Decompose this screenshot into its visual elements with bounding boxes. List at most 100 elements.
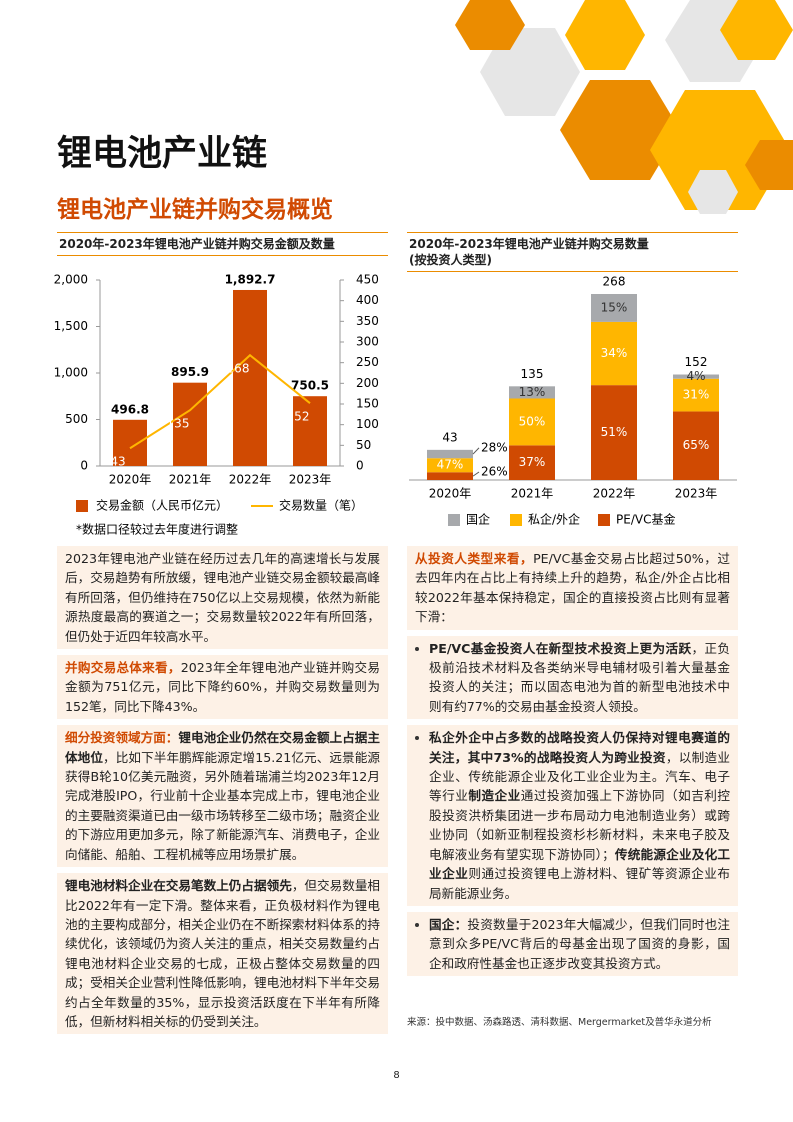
text-run: 锂电池企业仍然在交易金额上占据主体地位: [65, 730, 381, 765]
section-title: 锂电池产业链并购交易概览: [57, 197, 333, 223]
text-run: 并购交易总体来看，: [65, 660, 181, 676]
y2-tick-label: 300: [356, 335, 379, 349]
segment-label: 28%: [481, 440, 508, 454]
y-tick-label: 0: [80, 459, 88, 473]
paragraph: 从投资人类型来看，PE/VC基金交易占比超过50%，过去四年内在占比上有持续上升…: [407, 546, 738, 630]
text-run: PE/VC基金交易占比超过50%，过去四年内在占比上有持续上升的趋势，私企/外企…: [415, 551, 730, 625]
bullet-list: PE/VC基金投资人在新型技术投资上更为活跃，正负极前沿技术材料及各类纳米导电辅…: [407, 635, 738, 977]
hexagon: [745, 140, 793, 190]
legend-swatch: [448, 514, 460, 526]
y2-tick-label: 50: [356, 438, 371, 452]
line-series: [129, 353, 311, 450]
text-run: ，但交易数量相比2022年有一定下滑。整体来看，正负极材料作为锂电池的主要构成部…: [65, 878, 381, 1029]
text-run: 制造企业: [468, 788, 521, 804]
total-label: 135: [521, 367, 544, 381]
y2-tick-label: 100: [356, 417, 379, 431]
bar-segment: [673, 378, 719, 412]
text-run: 2023年全年锂电池产业链并购交易金额为751亿元，同比下降约60%，并购交易数…: [65, 660, 380, 714]
legend-label: PE/VC基金: [616, 512, 675, 527]
bar-segment: [427, 458, 473, 473]
bar-segment: [427, 449, 473, 459]
text-run: 私企外企中占多数的战略投资人仍保持对锂电赛道的关注，其中73%的战略投资人为跨业…: [429, 730, 730, 765]
chart-subtitle: (按投资人类型): [409, 253, 492, 267]
y2-tick-label: 350: [356, 314, 379, 328]
bar-segment: [591, 385, 637, 480]
total-label: 43: [442, 431, 457, 445]
segment-label: 47%: [437, 458, 464, 472]
segment-label: 4%: [686, 369, 705, 383]
paragraph: 2023年锂电池产业链在经历过去几年的高速增长与发展后，交易趋势有所放缓，锂电池…: [57, 546, 388, 650]
segment-label: 51%: [601, 425, 628, 439]
bar: [233, 289, 267, 466]
line-value-label: 43: [110, 455, 125, 469]
segment-label: 13%: [519, 385, 546, 399]
bullet-item: 私企外企中占多数的战略投资人仍保持对锂电赛道的关注，其中73%的战略投资人为跨业…: [407, 725, 738, 906]
bar-segment: [673, 411, 719, 480]
segment-label: 34%: [601, 346, 628, 360]
segment-label: 37%: [519, 455, 546, 469]
line-value-label: 152: [287, 410, 310, 424]
bar-segment: [427, 472, 473, 480]
x-tick-label: 2021年: [169, 473, 212, 487]
x-tick-label: 2020年: [429, 487, 472, 501]
text-run: 投资数量于2023年大幅减少，但我们同时也注意到众多PE/VC背后的母基金出现了…: [429, 916, 730, 971]
hexagon: [455, 0, 525, 50]
right-column: 从投资人类型来看，PE/VC基金交易占比超过50%，过去四年内在占比上有持续上升…: [407, 546, 738, 982]
legend-swatch: [598, 514, 610, 526]
hexagon: [720, 0, 793, 60]
text-run: ，比如下半年鹏辉能源定增15.21亿元、远景能源获得B轮10亿美元融资，另外随着…: [65, 749, 381, 862]
y-tick-label: 1,000: [54, 366, 88, 380]
total-label: 152: [685, 355, 708, 369]
y-tick-label: 2,000: [54, 273, 88, 287]
segment-label: 26%: [481, 465, 508, 479]
total-label: 268: [603, 275, 626, 289]
paragraph: 细分投资领域方面：锂电池企业仍然在交易金额上占据主体地位，比如下半年鹏辉能源定增…: [57, 725, 388, 868]
line-value-label: 135: [167, 417, 190, 431]
x-tick-label: 2023年: [289, 473, 332, 487]
source: 来源：投中数据、汤森路透、清科数据、Mergermarket及普华永道分析: [407, 1017, 712, 1028]
text-run: 2023年锂电池产业链在经历过去几年的高速增长与发展后，交易趋势有所放缓，锂电池…: [65, 551, 380, 644]
bar-segment: [509, 386, 555, 399]
page-title: 锂电池产业链: [57, 134, 268, 174]
bar-segment: [591, 294, 637, 322]
legend-label: 国企: [466, 512, 490, 527]
bar: [113, 419, 147, 466]
x-tick-label: 2022年: [593, 487, 636, 501]
bar: [293, 396, 327, 466]
y2-tick-label: 200: [356, 376, 379, 390]
text-run: PE/VC基金投资人在新型技术投资上更为活跃: [429, 640, 692, 656]
bullet-item: 国企：投资数量于2023年大幅减少，但我们同时也注意到众多PE/VC背后的母基金…: [407, 911, 738, 977]
line-value-label: 268: [227, 362, 250, 376]
text-run: 国企：: [429, 916, 468, 932]
label-leader: [472, 447, 480, 455]
legend-swatch: [510, 514, 522, 526]
x-tick-label: 2020年: [109, 473, 152, 487]
segment-label: 15%: [601, 300, 628, 314]
legend-label: 交易金额（人民币亿元）: [96, 498, 228, 513]
bar-value-label: 496.8: [111, 402, 149, 416]
chart-note: *数据口径较过去年度进行调整: [76, 522, 238, 537]
text-run: ，正负极前沿技术材料及各类纳米导电辅材吸引着大量基金投资人的关注；而以固态电池为…: [429, 640, 731, 714]
bar-value-label: 750.5: [291, 379, 329, 393]
hexagon: [560, 80, 680, 180]
text-run: 锂电池材料企业在交易笔数上仍占据领先: [65, 878, 292, 894]
graphics: 0 500 1,000 1,500 2,000 0 50 100 150 200 250 300 350…: [54, 0, 793, 537]
x-tick-label: 2021年: [511, 487, 554, 501]
hexagon-decoration: [455, 0, 793, 214]
segment-label: 50%: [519, 414, 546, 428]
legend-label: 私企/外企: [528, 512, 580, 527]
bar-segment: [509, 398, 555, 446]
text-run: 传统能源企业及化工业企业: [429, 846, 731, 882]
x-tick-label: 2023年: [675, 487, 718, 501]
hexagon: [565, 0, 645, 70]
hexagon: [688, 170, 738, 214]
bar-value-label: 1,892.7: [225, 272, 276, 286]
paragraph: 锂电池材料企业在交易笔数上仍占据领先，但交易数量相比2022年有一定下滑。整体来…: [57, 873, 388, 1035]
y2-tick-label: 400: [356, 293, 379, 307]
page-number: 8: [393, 1070, 400, 1081]
bar: [173, 382, 207, 466]
y-tick-label: 500: [65, 412, 88, 426]
x-tick-label: 2022年: [229, 473, 272, 487]
